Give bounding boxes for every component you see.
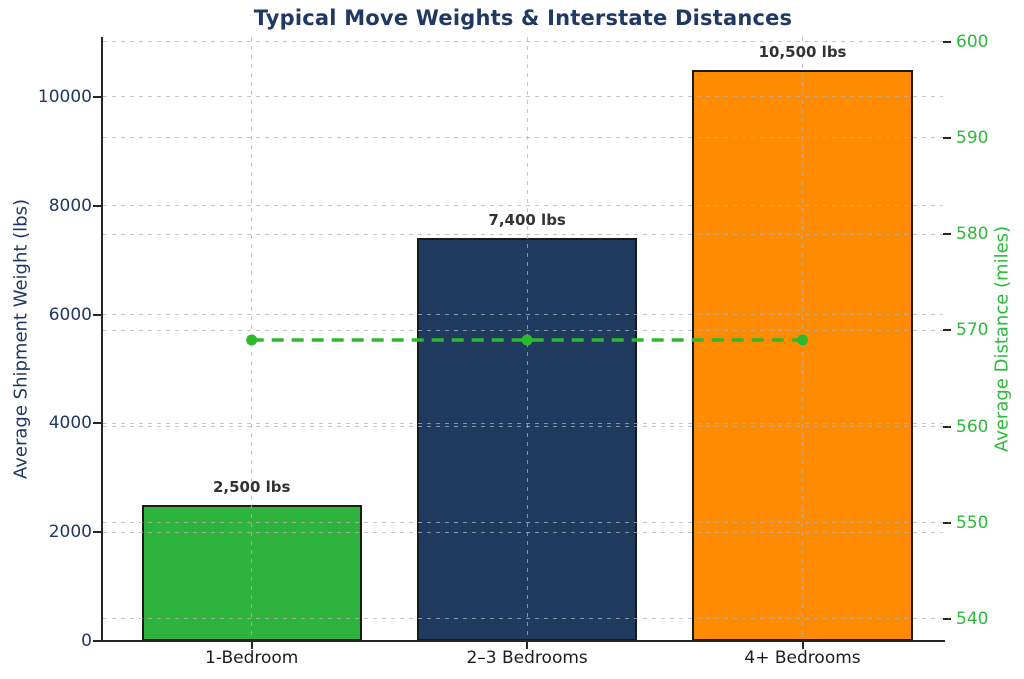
right-tick-mark xyxy=(943,233,951,236)
plot-area: 0 2000 4000 6000 8000 10000 540 550 560 570 580 590… xyxy=(38,32,989,668)
gridline-vertical xyxy=(802,37,804,641)
gridline-horizontal xyxy=(103,522,943,524)
chart-title: Typical Move Weights & Interstate Distan… xyxy=(253,6,793,30)
gridline-horizontal xyxy=(103,205,943,207)
left-tick-label: 6000 xyxy=(48,304,92,325)
bar-value-label: 10,500 lbs xyxy=(758,42,847,61)
right-axis-label: Average Distance (miles) xyxy=(991,225,1013,453)
gridline-horizontal xyxy=(103,426,943,428)
right-tick-mark xyxy=(943,425,951,428)
bar-value-label: 2,500 lbs xyxy=(212,477,291,496)
right-tick-mark xyxy=(943,136,951,139)
x-tick-label: 1-Bedroom xyxy=(205,648,299,668)
right-tick-label: 580 xyxy=(956,224,989,245)
right-tick-label: 570 xyxy=(956,320,989,341)
bar-value-label: 7,400 lbs xyxy=(488,211,566,230)
left-tick-label: 2000 xyxy=(48,522,92,543)
gridline-horizontal xyxy=(103,41,943,43)
gridline-horizontal xyxy=(103,531,943,533)
right-tick-mark xyxy=(943,617,951,620)
x-tick-mark xyxy=(250,642,253,649)
right-tick-label: 600 xyxy=(956,31,989,52)
right-tick-label: 560 xyxy=(956,416,989,437)
right-tick-mark xyxy=(943,329,951,332)
x-tick-label: 2–3 Bedrooms xyxy=(466,648,588,668)
x-tick-mark xyxy=(526,642,529,649)
left-tick-mark xyxy=(93,95,101,98)
left-tick-mark xyxy=(93,313,101,316)
gridline-horizontal xyxy=(103,137,943,139)
gridline-vertical xyxy=(526,37,528,641)
gridline-vertical xyxy=(251,37,253,641)
gridline-horizontal xyxy=(103,233,943,235)
left-tick-mark xyxy=(93,422,101,425)
x-tick-mark xyxy=(801,642,804,649)
right-tick-label: 590 xyxy=(956,127,989,148)
left-spine xyxy=(101,37,103,642)
gridline-horizontal xyxy=(103,618,943,620)
right-tick-mark xyxy=(943,521,951,524)
right-tick-label: 540 xyxy=(956,608,989,629)
bottom-spine xyxy=(101,640,945,642)
left-axis-label: Average Shipment Weight (lbs) xyxy=(10,199,32,479)
x-tick-label: 4+ Bedrooms xyxy=(744,648,861,668)
left-tick-mark xyxy=(93,204,101,207)
left-tick-label: 10000 xyxy=(37,86,92,107)
gridline-horizontal xyxy=(103,329,943,331)
left-tick-label: 4000 xyxy=(48,413,92,434)
gridline-horizontal xyxy=(103,314,943,315)
left-tick-mark xyxy=(93,531,101,534)
left-tick-label: 0 xyxy=(81,631,92,651)
right-tick-mark xyxy=(943,40,951,43)
left-tick-label: 8000 xyxy=(48,195,92,216)
gridline-horizontal xyxy=(103,422,943,424)
gridline-horizontal xyxy=(103,96,943,98)
left-tick-mark xyxy=(93,640,101,642)
right-tick-label: 550 xyxy=(956,512,989,533)
